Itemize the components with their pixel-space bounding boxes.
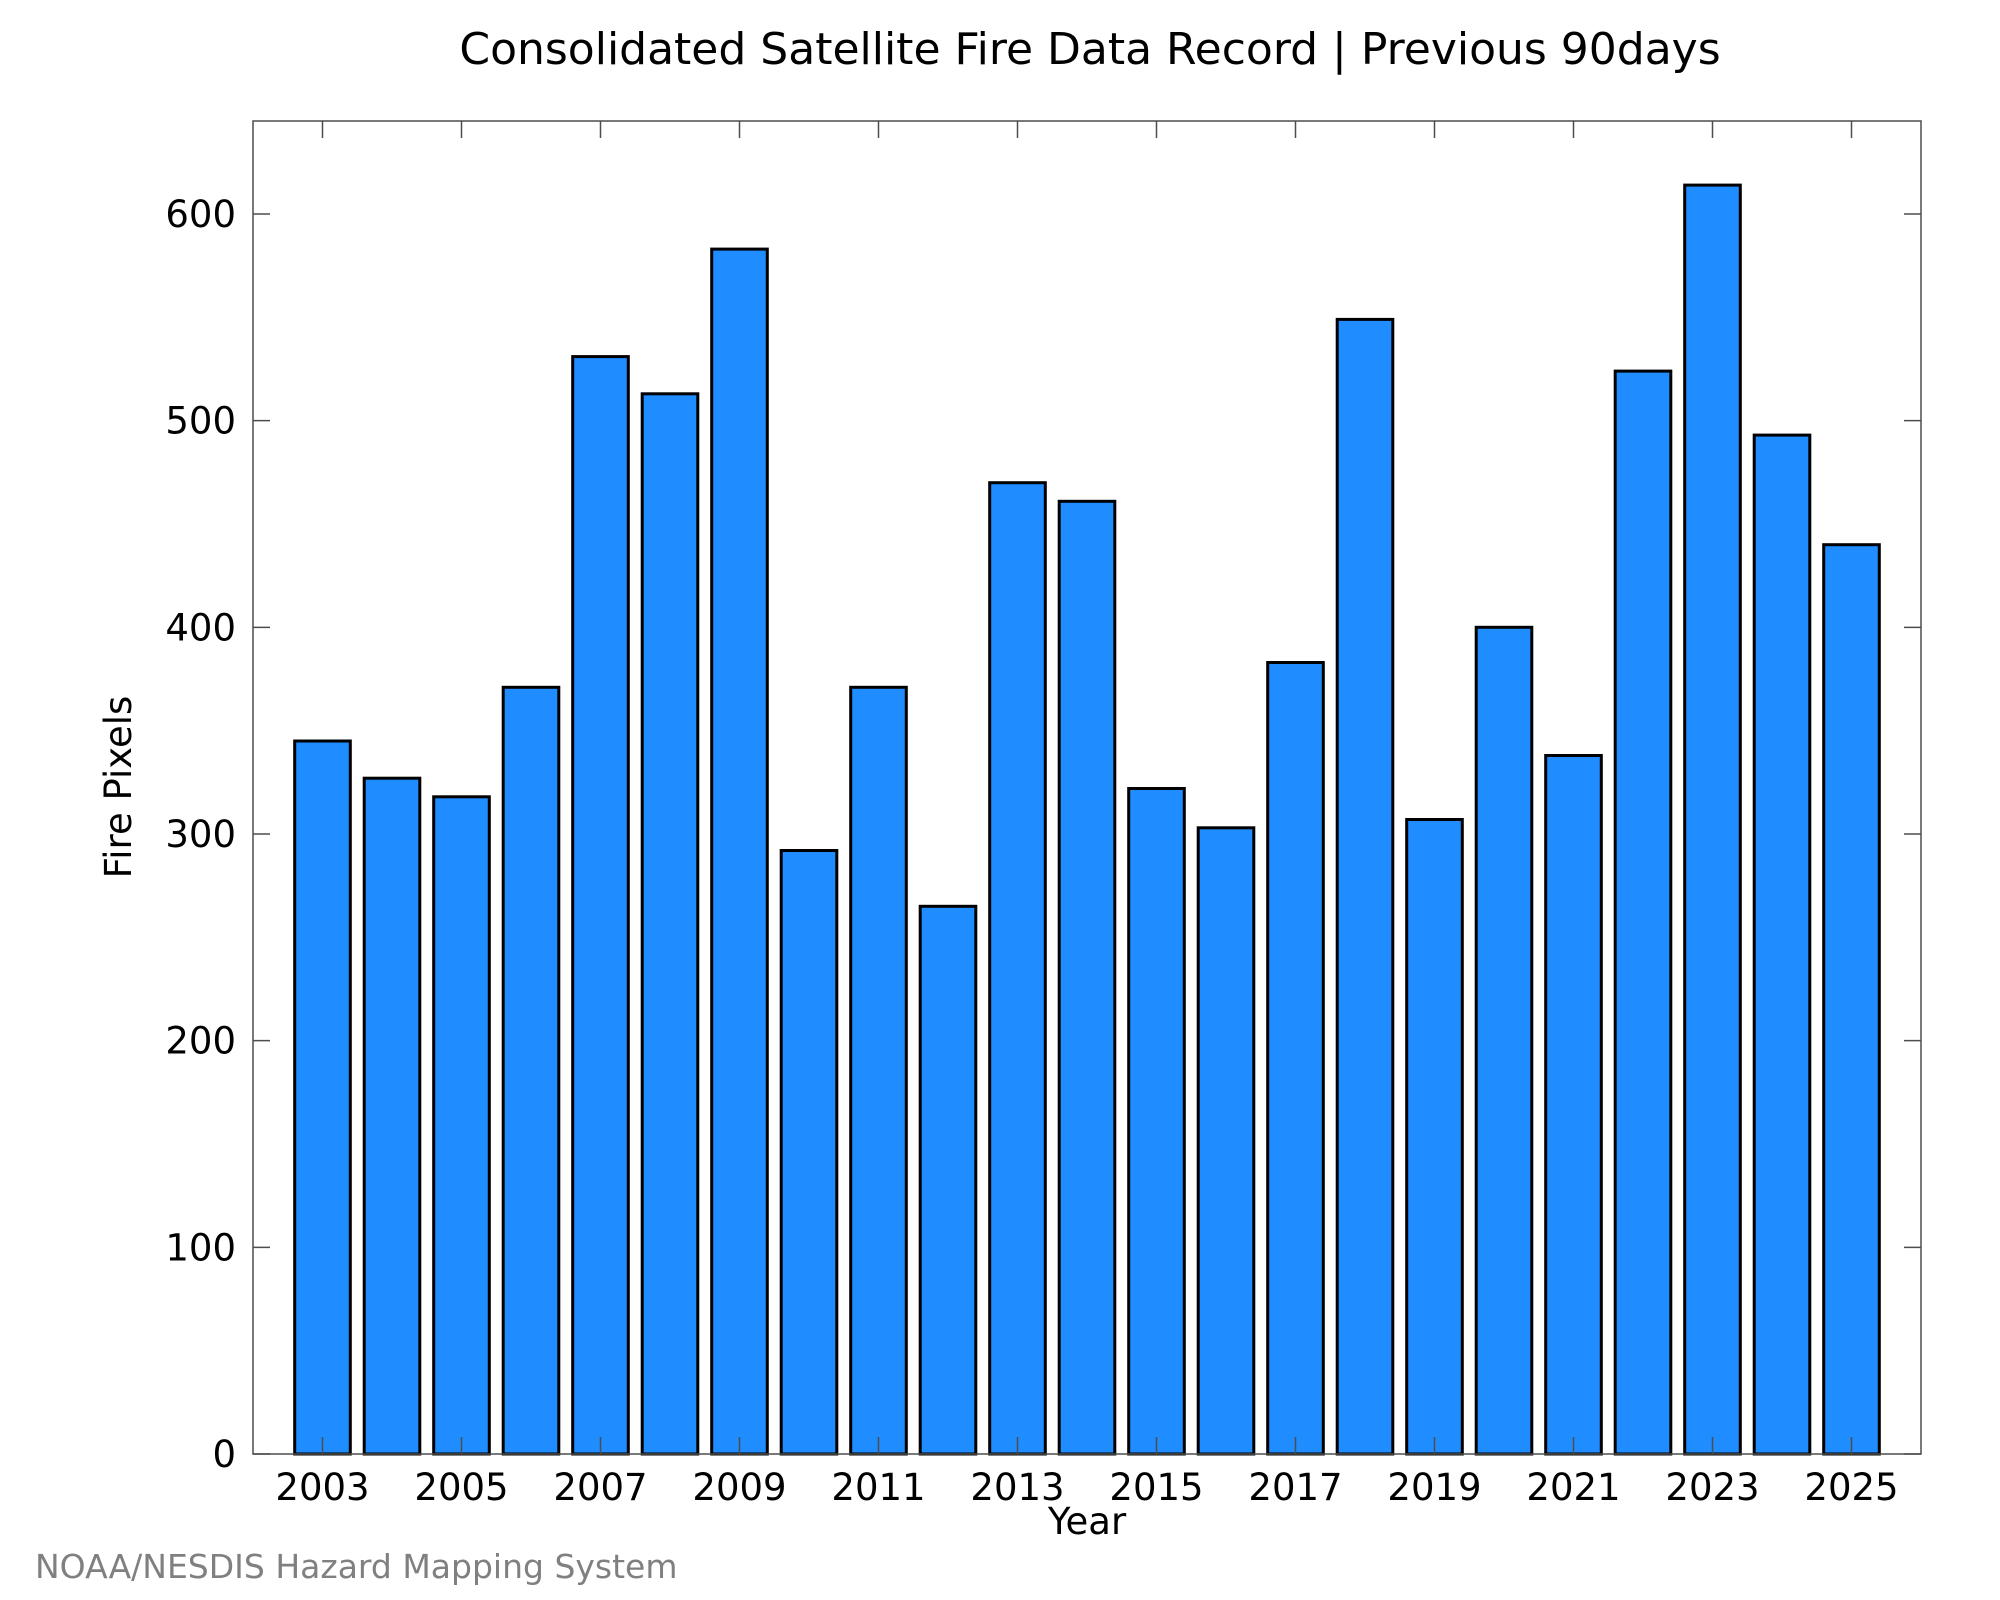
bars-group xyxy=(293,183,1881,1456)
bar-2009 xyxy=(710,247,769,1456)
bar-2005 xyxy=(432,795,491,1456)
bar-2013 xyxy=(988,481,1047,1456)
bar-2020 xyxy=(1474,625,1534,1456)
chart-title: Consolidated Satellite Fire Data Record … xyxy=(459,24,1720,75)
bar-2019 xyxy=(1405,818,1464,1456)
bar-2007 xyxy=(571,355,630,1456)
x-tick-label-2021: 2021 xyxy=(1526,1466,1620,1509)
x-axis-label: Year xyxy=(1047,1500,1127,1543)
bar-2004 xyxy=(362,776,422,1456)
x-tick-label-2023: 2023 xyxy=(1665,1466,1759,1509)
x-tick-label-2011: 2011 xyxy=(831,1466,925,1509)
x-tick-label-2003: 2003 xyxy=(275,1466,369,1509)
y-axis-label: Fire Pixels xyxy=(97,696,140,879)
bar-2018 xyxy=(1335,317,1395,1456)
bar-2010 xyxy=(779,849,839,1456)
bar-2008 xyxy=(640,392,700,1456)
bar-2016 xyxy=(1196,826,1256,1456)
y-tick-label-500: 500 xyxy=(165,400,236,443)
bar-2015 xyxy=(1127,787,1186,1456)
y-tick-label-0: 0 xyxy=(212,1433,236,1476)
x-tick-label-2015: 2015 xyxy=(1109,1466,1203,1509)
bar-2011 xyxy=(849,685,908,1456)
bar-2023 xyxy=(1683,183,1742,1456)
bar-2012 xyxy=(918,904,978,1456)
bar-2025 xyxy=(1822,543,1881,1456)
bar-2017 xyxy=(1266,661,1325,1456)
y-tick-label-600: 600 xyxy=(165,193,236,236)
x-tick-label-2007: 2007 xyxy=(553,1466,647,1509)
bar-2006 xyxy=(501,685,561,1456)
bar-2003 xyxy=(293,739,352,1456)
x-tick-label-2009: 2009 xyxy=(692,1466,786,1509)
ticks-group: 0 100 200 300 400 500 600 2003 2005 2007 2009 2011 2… xyxy=(165,121,1921,1509)
x-tick-label-2005: 2005 xyxy=(414,1466,508,1509)
x-tick-label-2013: 2013 xyxy=(970,1466,1064,1509)
y-tick-label-300: 300 xyxy=(165,813,236,856)
bar-2022 xyxy=(1613,369,1673,1456)
y-tick-label-200: 200 xyxy=(165,1020,236,1063)
y-tick-label-400: 400 xyxy=(165,606,236,649)
plot-frame xyxy=(252,120,1922,1455)
x-tick-label-2017: 2017 xyxy=(1248,1466,1342,1509)
x-tick-label-2019: 2019 xyxy=(1387,1466,1481,1509)
bar-2024 xyxy=(1752,433,1812,1456)
bar-2021 xyxy=(1544,754,1603,1456)
y-tick-label-100: 100 xyxy=(165,1226,236,1269)
bar-2014 xyxy=(1057,499,1117,1456)
x-tick-label-2025: 2025 xyxy=(1804,1466,1898,1509)
credit-text: NOAA/NESDIS Hazard Mapping System xyxy=(35,1547,678,1586)
